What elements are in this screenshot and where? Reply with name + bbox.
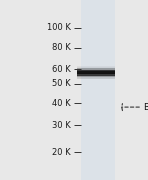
Text: 30 K: 30 K (52, 121, 71, 130)
Bar (77, 77, 115, 78)
Bar (77, 70, 115, 71)
Bar (77, 78, 115, 79)
Bar (77, 78, 115, 79)
Bar (77, 67, 115, 68)
Bar (77, 72, 115, 73)
Text: 40 K: 40 K (52, 99, 71, 108)
Bar (77, 73, 115, 74)
Bar (77, 75, 115, 76)
Bar (77, 74, 115, 75)
Bar (77, 75, 115, 76)
Bar (77, 73, 115, 74)
Text: 100 K: 100 K (47, 23, 71, 32)
Text: 50 K: 50 K (52, 79, 71, 88)
Text: Bcl-9: Bcl-9 (144, 103, 148, 112)
Text: 60 K: 60 K (52, 65, 71, 74)
Text: 80 K: 80 K (52, 43, 71, 52)
Bar (77, 76, 115, 78)
Bar (77, 71, 115, 72)
Bar (77, 71, 115, 73)
Bar (77, 76, 115, 77)
Bar (77, 69, 115, 70)
Bar (81, 0, 115, 180)
Bar (77, 68, 115, 69)
Bar (77, 66, 115, 68)
Bar (77, 70, 115, 71)
Bar (77, 68, 115, 69)
Text: 20 K: 20 K (52, 148, 71, 157)
